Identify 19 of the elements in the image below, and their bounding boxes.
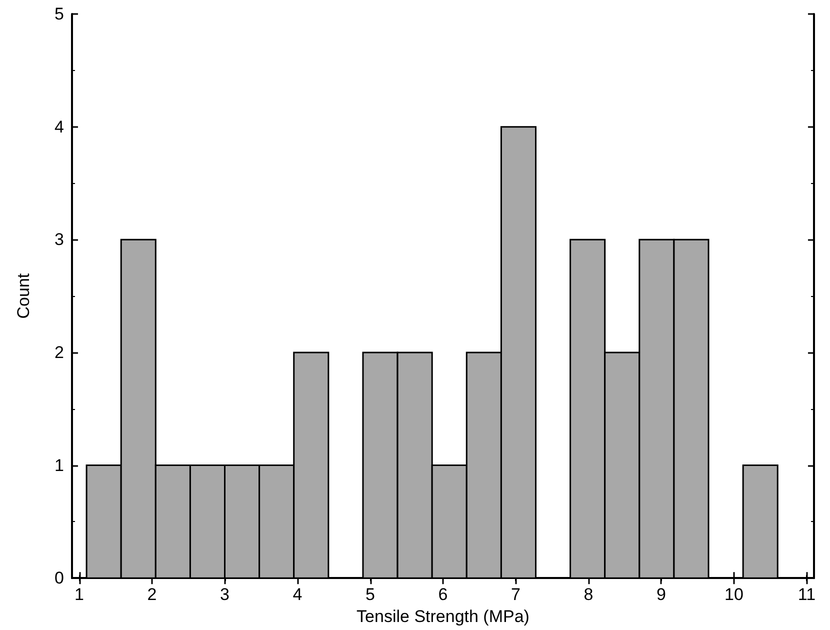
y-tick-label: 5 — [54, 4, 64, 24]
x-tick-label: 11 — [798, 585, 816, 604]
x-tick-label: 5 — [366, 585, 375, 604]
y-tick-label: 1 — [54, 456, 64, 475]
x-tick-label: 2 — [147, 585, 157, 604]
x-tick-label: 7 — [511, 585, 520, 604]
y-tick-label: 2 — [54, 342, 64, 362]
x-tick-label: 4 — [292, 585, 302, 604]
x-tick-label: 8 — [584, 585, 594, 604]
y-tick-label: 3 — [54, 230, 64, 250]
y-axis-title: Count — [14, 273, 33, 319]
x-tick-label: 1 — [74, 585, 84, 604]
x-tick-label: 3 — [220, 585, 230, 604]
y-tick-label: 0 — [54, 568, 64, 588]
x-tick-label: 9 — [656, 585, 666, 604]
x-axis-title: Tensile Strength (MPa) — [356, 607, 530, 626]
y-tick-label: 4 — [54, 117, 64, 136]
x-tick-label: 6 — [438, 585, 448, 604]
x-tick-label: 10 — [724, 585, 744, 604]
